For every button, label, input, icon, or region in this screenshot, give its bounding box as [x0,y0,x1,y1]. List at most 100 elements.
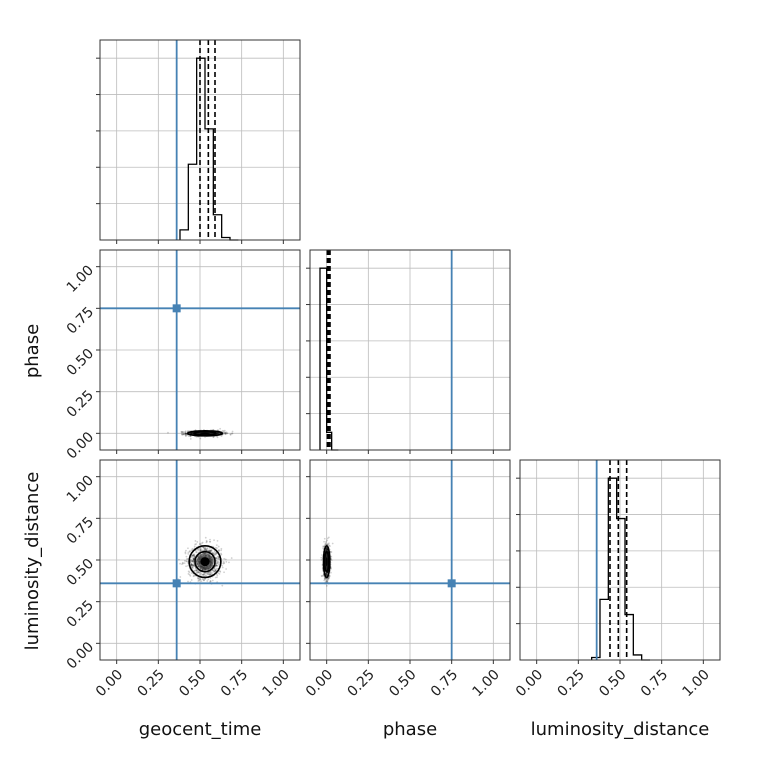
sample-point [190,564,193,567]
sample-point [214,569,217,572]
y-tick-label: 0.00 [64,429,97,462]
sample-point [223,429,226,432]
sample-point [216,432,219,434]
sample-point [197,577,200,580]
sample-point [193,545,196,548]
sample-point [184,432,187,434]
sample-point [192,564,194,567]
sample-point [216,574,219,577]
sample-point [326,548,329,551]
x-tick-label: 0.00 [93,667,126,700]
sample-point [217,572,220,574]
sample-point [222,430,225,433]
sample-point [184,435,187,437]
sample-point [193,558,195,561]
sample-point [224,432,227,434]
sample-point [189,575,192,577]
sample-point [197,571,200,573]
sample-point [224,433,227,435]
sample-point [215,564,218,567]
sample-point [193,555,196,558]
sample-point [191,563,193,566]
sample-point [326,539,329,542]
sample-point [197,577,199,580]
sample-point [190,566,193,569]
sample-point [192,554,195,557]
sample-point [326,548,329,551]
sample-point [185,432,188,435]
sample-point [194,569,197,572]
truth-marker [447,579,456,588]
sample-point [195,569,198,572]
sample-point [205,572,207,574]
y-tick-label: 0.75 [64,514,97,547]
sample-point [207,572,210,574]
y-tick-label: 0.50 [64,346,97,379]
axis-labels: geocent_time phase luminosity_distance p… [22,324,709,740]
sample-point [206,571,209,574]
sample-point [217,557,220,560]
sample-point [206,573,209,576]
sample-point [185,565,187,568]
sample-point [326,549,329,551]
sample-point [204,546,207,549]
sample-point [187,435,190,438]
sample-point [221,584,224,587]
sample-point [200,542,203,545]
sample-point [185,549,187,552]
sample-point [219,427,222,430]
sample-point [205,575,208,577]
sample-point [207,578,210,581]
sample-point [202,546,205,549]
sample-point [325,573,328,576]
sample-point [191,560,193,562]
sample-point [200,580,203,583]
sample-point [213,553,216,555]
sample-point [204,578,207,580]
sample-point [189,435,192,438]
sample-point [191,565,194,568]
sample-point [195,571,198,574]
sample-point [193,556,196,559]
panels: 0.00 0.25 0.50 0.75 1.000.000.250.500.751.00… [64,39,721,700]
sample-point [209,572,212,575]
sample-point [208,573,211,576]
sample-point [216,560,218,563]
sample-point [326,580,328,583]
sample-point [192,563,195,566]
sample-point [325,581,328,583]
sample-point [323,537,326,540]
sample-point [213,551,216,553]
sample-point [182,433,185,435]
sample-point [192,567,194,569]
histogram-steps [591,477,650,661]
sample-point [199,578,202,581]
sample-point [328,576,331,579]
contour-outer [186,430,224,437]
sample-point [196,570,199,573]
contour-outer [188,545,222,579]
sample-point [322,574,325,577]
sample-point [223,431,226,434]
sample-point [221,429,224,432]
sample-point [189,550,191,553]
sample-point [220,435,223,438]
sample-point [324,577,326,580]
sample-point [190,564,193,567]
sample-point [321,575,324,578]
sample-point [229,433,232,436]
sample-point [325,549,328,551]
scatter-panel-phase-vs-luminosity-distance: 0.00 0.25 0.50 0.75 1.00 [303,459,511,700]
scatter-points [167,427,234,440]
sample-point [209,550,212,553]
sample-point [191,554,194,557]
sample-point [325,549,328,552]
sample-point [327,577,330,579]
sample-point [188,550,191,552]
sample-point [191,547,194,550]
sample-point [201,541,204,544]
sample-point [213,568,216,571]
sample-point [184,552,187,555]
sample-point [192,559,195,562]
sample-point [182,431,185,434]
